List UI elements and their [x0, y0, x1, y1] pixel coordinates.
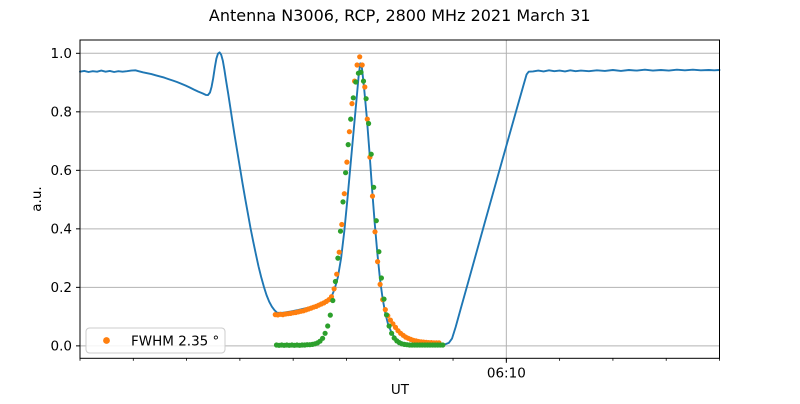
y-tick-label: 0.2: [51, 280, 72, 296]
scatter-point: [339, 221, 345, 228]
grid-layer: [80, 40, 720, 359]
scatter-point: [345, 142, 351, 148]
scatter-point: [349, 101, 355, 107]
scatter-point: [344, 159, 350, 165]
scatter-point: [366, 120, 372, 127]
scatter-point: [340, 199, 346, 205]
scatter-point: [335, 255, 341, 261]
scatter-point: [341, 191, 347, 197]
scatter-point: [373, 218, 379, 224]
scatter-point: [325, 323, 331, 329]
series-antenna-signal: [79, 51, 721, 346]
scatter-point: [377, 281, 383, 287]
scatter-point: [354, 62, 360, 68]
y-axis-label: a.u.: [29, 186, 45, 211]
scatter-point: [375, 259, 381, 265]
y-tick-label: 0.8: [51, 104, 72, 120]
x-tick-label: 06:10: [487, 365, 526, 381]
chart-title: Antenna N3006, RCP, 2800 MHz 2021 March …: [209, 6, 591, 25]
y-tick-label: 0.0: [51, 338, 72, 354]
scatter-point: [382, 307, 388, 313]
scatter-point: [357, 54, 363, 60]
axes-layer: 0.0 0.2 0.4 0.6 0.8 1.0 06:10: [51, 39, 720, 381]
scatter-point: [330, 297, 336, 304]
scatter-point: [368, 151, 374, 157]
scatter-point: [389, 330, 395, 336]
scatter-point: [359, 62, 365, 68]
scatter-point: [320, 335, 326, 341]
y-tick-label: 0.6: [51, 163, 72, 179]
scatter-point: [334, 271, 340, 277]
plot-border: [79, 39, 720, 359]
scatter-point: [327, 312, 333, 318]
scatter-point: [369, 193, 376, 199]
scatter-point: [337, 228, 344, 234]
scatter-point: [350, 95, 356, 101]
x-axis-label: UT: [391, 382, 410, 398]
scatter-point: [381, 296, 387, 302]
scatter-point: [383, 312, 390, 318]
scatter-point: [322, 330, 328, 336]
series-gaussian-fit: [273, 69, 446, 348]
scatter-point: [343, 170, 349, 176]
series-layer: [79, 51, 721, 348]
scatter-point: [376, 249, 382, 255]
scatter-point: [386, 323, 392, 329]
scatter-point: [378, 275, 384, 281]
scatter-point: [358, 69, 364, 75]
legend-frame: [85, 327, 226, 354]
legend-entry-label: FWHM 2.35 °: [131, 334, 219, 350]
scatter-point: [360, 78, 367, 84]
scatter-point: [332, 278, 338, 285]
scatter-point: [336, 249, 342, 255]
scatter-point: [346, 129, 352, 135]
scatter-point: [371, 184, 377, 190]
scatter-point: [372, 229, 378, 235]
scatter-point: [440, 342, 446, 348]
legend-marker-dot-icon: [103, 337, 110, 344]
scatter-point: [362, 84, 368, 90]
y-tick-label: 1.0: [51, 46, 72, 62]
legend-box: FWHM 2.35 °: [85, 327, 226, 354]
scatter-point: [348, 116, 354, 122]
y-tick-label: 0.4: [51, 221, 72, 237]
scatter-point: [353, 79, 359, 85]
scatter-point: [363, 96, 369, 102]
scatter-point: [387, 317, 393, 323]
scatter-point: [331, 286, 337, 292]
scatter-point: [364, 116, 370, 122]
